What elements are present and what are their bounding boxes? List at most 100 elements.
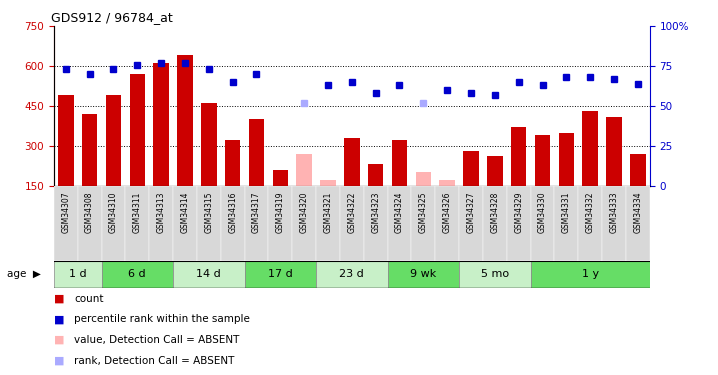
FancyBboxPatch shape (364, 186, 388, 261)
FancyBboxPatch shape (435, 186, 459, 261)
Bar (487, 156, 503, 186)
FancyBboxPatch shape (507, 186, 531, 261)
Bar (463, 151, 479, 186)
Text: GDS912 / 96784_at: GDS912 / 96784_at (51, 11, 172, 24)
FancyBboxPatch shape (101, 186, 126, 261)
FancyBboxPatch shape (411, 186, 435, 261)
Text: GSM34330: GSM34330 (538, 192, 547, 233)
FancyBboxPatch shape (173, 261, 245, 288)
FancyBboxPatch shape (554, 186, 578, 261)
Bar (82, 114, 98, 186)
Text: GSM34324: GSM34324 (395, 192, 404, 233)
Text: GSM34317: GSM34317 (252, 192, 261, 233)
FancyBboxPatch shape (269, 186, 292, 261)
Bar (582, 111, 598, 186)
FancyBboxPatch shape (459, 261, 531, 288)
Text: GSM34319: GSM34319 (276, 192, 285, 233)
Text: GSM34326: GSM34326 (443, 192, 452, 233)
FancyBboxPatch shape (220, 186, 245, 261)
Text: GSM34333: GSM34333 (610, 192, 618, 233)
Bar (630, 154, 645, 186)
Text: ■: ■ (54, 294, 65, 304)
Text: 6 d: 6 d (129, 269, 146, 279)
Text: GSM34320: GSM34320 (299, 192, 309, 233)
FancyBboxPatch shape (388, 186, 411, 261)
Text: GSM34311: GSM34311 (133, 192, 141, 233)
Bar (535, 135, 550, 186)
FancyBboxPatch shape (101, 261, 173, 288)
FancyBboxPatch shape (197, 186, 220, 261)
Text: GSM34334: GSM34334 (633, 192, 643, 233)
Bar (273, 170, 288, 186)
Bar (297, 154, 312, 186)
FancyBboxPatch shape (54, 261, 101, 288)
Text: GSM34321: GSM34321 (324, 192, 332, 233)
Text: ■: ■ (54, 356, 65, 366)
Bar (129, 74, 145, 186)
Text: 5 mo: 5 mo (481, 269, 509, 279)
Text: GSM34307: GSM34307 (61, 192, 70, 233)
Bar (511, 127, 526, 186)
FancyBboxPatch shape (388, 261, 459, 288)
Text: ■: ■ (54, 335, 65, 345)
Text: GSM34310: GSM34310 (109, 192, 118, 233)
FancyBboxPatch shape (126, 186, 149, 261)
FancyBboxPatch shape (531, 186, 554, 261)
FancyBboxPatch shape (316, 261, 388, 288)
Text: 9 wk: 9 wk (410, 269, 437, 279)
Text: GSM34316: GSM34316 (228, 192, 237, 233)
Text: GSM34328: GSM34328 (490, 192, 499, 233)
FancyBboxPatch shape (531, 261, 650, 288)
Text: GSM34323: GSM34323 (371, 192, 380, 233)
FancyBboxPatch shape (292, 186, 316, 261)
Text: GSM34331: GSM34331 (562, 192, 571, 233)
Bar (344, 138, 360, 186)
Text: GSM34325: GSM34325 (419, 192, 428, 233)
Text: GSM34327: GSM34327 (467, 192, 475, 233)
Text: age  ▶: age ▶ (7, 269, 41, 279)
Text: GSM34332: GSM34332 (586, 192, 595, 233)
Text: count: count (74, 294, 103, 304)
Bar (154, 63, 169, 186)
Bar (177, 56, 192, 186)
Text: GSM34308: GSM34308 (85, 192, 94, 233)
FancyBboxPatch shape (626, 186, 650, 261)
Text: 1 d: 1 d (69, 269, 86, 279)
Bar (201, 103, 217, 186)
Bar (416, 172, 431, 186)
FancyBboxPatch shape (245, 186, 269, 261)
Text: percentile rank within the sample: percentile rank within the sample (74, 315, 250, 324)
Text: GSM34315: GSM34315 (205, 192, 213, 233)
FancyBboxPatch shape (78, 186, 101, 261)
Bar (106, 95, 121, 186)
FancyBboxPatch shape (578, 186, 602, 261)
Bar (606, 117, 622, 186)
Text: 1 y: 1 y (582, 269, 599, 279)
Text: GSM34314: GSM34314 (180, 192, 190, 233)
Text: 23 d: 23 d (340, 269, 364, 279)
Bar (320, 180, 336, 186)
FancyBboxPatch shape (245, 261, 316, 288)
FancyBboxPatch shape (340, 186, 364, 261)
FancyBboxPatch shape (54, 186, 78, 261)
FancyBboxPatch shape (602, 186, 626, 261)
Bar (559, 132, 574, 186)
Text: GSM34322: GSM34322 (348, 192, 356, 233)
Text: value, Detection Call = ABSENT: value, Detection Call = ABSENT (74, 335, 239, 345)
Text: 14 d: 14 d (197, 269, 221, 279)
FancyBboxPatch shape (149, 186, 173, 261)
Bar (225, 141, 241, 186)
FancyBboxPatch shape (173, 186, 197, 261)
Text: GSM34313: GSM34313 (157, 192, 166, 233)
Text: GSM34329: GSM34329 (514, 192, 523, 233)
Text: ■: ■ (54, 315, 65, 324)
Text: rank, Detection Call = ABSENT: rank, Detection Call = ABSENT (74, 356, 234, 366)
Bar (392, 141, 407, 186)
FancyBboxPatch shape (316, 186, 340, 261)
Bar (439, 180, 455, 186)
Text: 17 d: 17 d (268, 269, 293, 279)
FancyBboxPatch shape (459, 186, 483, 261)
FancyBboxPatch shape (483, 186, 507, 261)
Bar (248, 119, 264, 186)
Bar (368, 164, 383, 186)
